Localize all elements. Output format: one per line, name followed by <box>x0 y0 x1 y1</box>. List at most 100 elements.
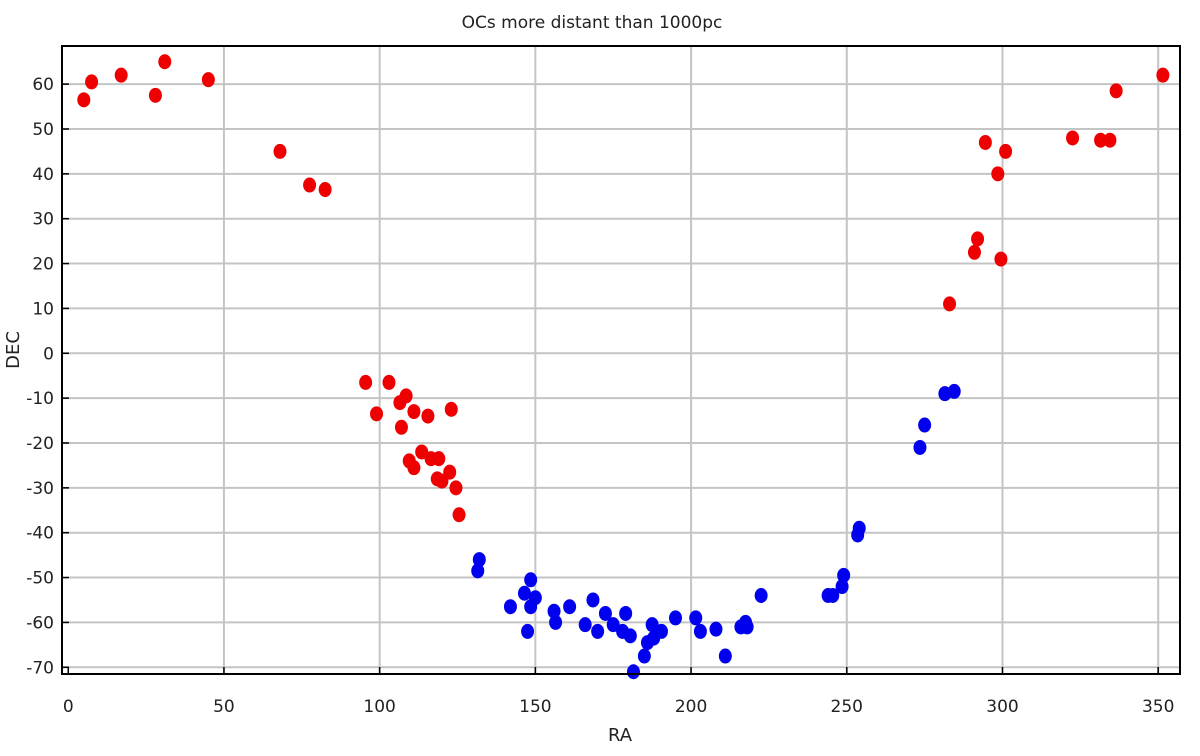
blue-data-point <box>472 552 486 568</box>
x-tick-label: 200 <box>675 697 707 717</box>
blue-data-point <box>852 520 866 536</box>
blue-data-point <box>654 623 668 639</box>
blue-data-point <box>637 648 651 664</box>
red-data-point <box>148 87 162 103</box>
blue-data-point <box>563 599 577 615</box>
blue-data-point <box>549 614 563 630</box>
blue-data-point <box>709 621 723 637</box>
red-data-point <box>444 401 458 417</box>
blue-data-point <box>528 590 542 606</box>
blue-data-point <box>693 623 707 639</box>
blue-data-point <box>918 417 932 433</box>
x-tick-label: 100 <box>363 697 395 717</box>
blue-data-point <box>740 619 754 635</box>
red-data-point <box>394 419 408 435</box>
blue-data-point <box>623 628 637 644</box>
x-tick-label: 350 <box>1142 697 1174 717</box>
y-tick-label: 50 <box>32 120 54 140</box>
chart-title: OCs more distant than 1000pc <box>462 13 723 33</box>
blue-data-point <box>471 563 485 579</box>
blue-data-point <box>835 579 849 595</box>
blue-data-point <box>503 599 517 615</box>
red-data-point <box>158 54 172 70</box>
red-data-point <box>77 92 91 108</box>
x-tick-label: 300 <box>986 697 1018 717</box>
red-data-point <box>991 166 1005 182</box>
blue-data-point <box>947 383 961 399</box>
blue-data-point <box>913 439 927 455</box>
red-data-point <box>415 444 429 460</box>
red-data-point <box>114 67 128 83</box>
red-data-point <box>967 244 981 260</box>
y-tick-label: 20 <box>32 255 54 275</box>
blue-data-point <box>645 617 659 633</box>
red-data-point <box>1066 130 1080 146</box>
red-data-point <box>432 451 446 467</box>
blue-data-point <box>837 567 851 583</box>
blue-data-point <box>754 588 768 603</box>
red-data-point <box>421 408 435 424</box>
red-data-point <box>1094 132 1108 148</box>
red-data-point <box>1103 132 1117 148</box>
red-data-point <box>452 507 466 523</box>
red-data-point <box>318 182 332 198</box>
red-data-point <box>370 406 384 422</box>
red-data-point <box>978 134 992 150</box>
red-data-point <box>407 460 421 476</box>
y-tick-label: -30 <box>26 479 54 499</box>
x-tick-label: 0 <box>63 697 74 717</box>
grid-lines <box>62 46 1180 674</box>
blue-data-point <box>521 623 535 639</box>
y-tick-label: -10 <box>26 389 54 409</box>
y-tick-label: 0 <box>43 344 54 364</box>
red-data-point <box>999 143 1013 159</box>
blue-data-point <box>578 617 592 633</box>
red-data-point <box>201 72 215 88</box>
blue-data-point <box>606 617 620 633</box>
x-tick-label: 50 <box>213 697 235 717</box>
blue-data-point <box>689 610 703 626</box>
blue-data-point <box>586 592 600 608</box>
red-data-point <box>971 231 985 247</box>
red-data-point <box>994 251 1008 267</box>
red-data-point <box>273 143 287 159</box>
plot-frame <box>61 45 1181 675</box>
red-data-point <box>382 374 396 390</box>
y-tick-label: -40 <box>26 524 54 544</box>
y-axis-label: DEC <box>3 331 24 369</box>
y-tick-label: -70 <box>26 658 54 678</box>
blue-data-point <box>591 623 605 639</box>
red-data-point <box>85 74 99 90</box>
x-axis-label: RA <box>608 725 633 746</box>
blue-data-point <box>826 588 840 603</box>
blue-data-point <box>668 610 682 626</box>
red-data-point <box>943 296 957 312</box>
x-tick-label: 150 <box>519 697 551 717</box>
blue-data-point <box>626 664 640 680</box>
blue-data-point <box>718 648 732 664</box>
y-tick-label: 10 <box>32 299 54 319</box>
blue-data-point <box>619 605 633 621</box>
red-data-point <box>443 464 457 480</box>
blue-data-point <box>517 585 531 601</box>
blue-data-point <box>524 572 538 588</box>
red-data-point <box>449 480 463 496</box>
y-tick-label: 30 <box>32 210 54 230</box>
axis-ticks: 0 50 100 150 200 250 300 3506050403020100-10-20… <box>26 75 1174 717</box>
red-data-point <box>1109 83 1123 99</box>
x-tick-label: 250 <box>831 697 863 717</box>
data-points <box>77 54 1170 680</box>
red-data-point <box>359 374 373 390</box>
y-tick-label: 40 <box>32 165 54 185</box>
y-tick-label: -20 <box>26 434 54 454</box>
red-data-point <box>399 388 413 404</box>
y-tick-label: -50 <box>26 569 54 589</box>
red-data-point <box>1156 67 1170 83</box>
blue-data-point <box>598 605 612 621</box>
red-data-point <box>407 404 421 420</box>
y-tick-label: -60 <box>26 613 54 633</box>
red-data-point <box>303 177 317 193</box>
y-tick-label: 60 <box>32 75 54 95</box>
